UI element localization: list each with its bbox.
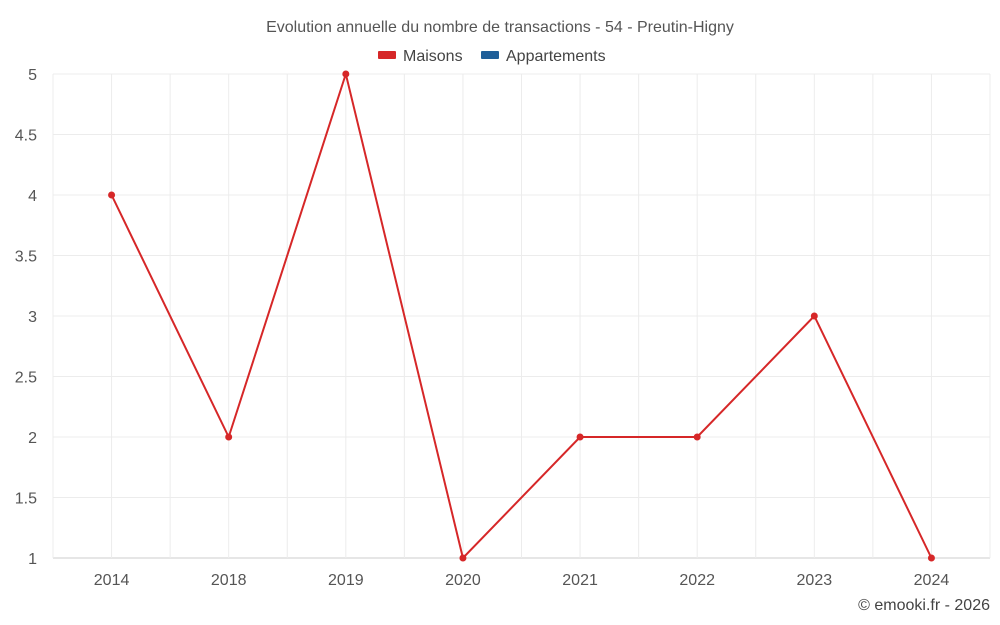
legend-item-maisons[interactable]: Maisons xyxy=(378,48,463,65)
legend-swatch-appartements xyxy=(481,51,499,59)
legend-item-appartements[interactable]: Appartements xyxy=(481,48,606,65)
y-tick-label: 1.5 xyxy=(15,491,37,508)
credit-text: © emooki.fr - 2026 xyxy=(858,597,990,614)
y-tick-label: 3.5 xyxy=(15,249,37,266)
legend-swatch-maisons xyxy=(378,51,396,59)
y-tick-label: 1 xyxy=(28,551,37,568)
x-tick-label: 2014 xyxy=(94,572,130,589)
y-tick-label: 5 xyxy=(28,67,37,84)
x-axis: 2014 2018 2019 2020 2021 2022 2023 2024 xyxy=(94,572,950,589)
x-tick-label: 2020 xyxy=(445,572,481,589)
data-point[interactable] xyxy=(693,433,701,441)
y-tick-label: 2.5 xyxy=(15,370,37,387)
x-tick-label: 2019 xyxy=(328,572,364,589)
series-layer xyxy=(108,70,935,562)
data-point[interactable] xyxy=(108,191,116,199)
x-tick-label: 2023 xyxy=(797,572,833,589)
chart-title: Evolution annuelle du nombre de transact… xyxy=(266,19,734,36)
data-point[interactable] xyxy=(927,554,935,562)
x-tick-label: 2018 xyxy=(211,572,247,589)
data-point[interactable] xyxy=(576,433,584,441)
data-point[interactable] xyxy=(342,70,350,78)
y-tick-label: 4 xyxy=(28,188,37,205)
y-tick-label: 3 xyxy=(28,309,37,326)
y-axis: 1 1.5 2 2.5 3 3.5 4 4.5 5 xyxy=(15,67,37,568)
legend-label-appartements: Appartements xyxy=(506,48,606,65)
x-tick-label: 2021 xyxy=(562,572,598,589)
legend-label-maisons: Maisons xyxy=(403,48,463,65)
y-tick-label: 2 xyxy=(28,430,37,447)
y-tick-label: 4.5 xyxy=(15,128,37,145)
grid xyxy=(52,73,991,559)
data-point[interactable] xyxy=(225,433,233,441)
data-point[interactable] xyxy=(459,554,467,562)
x-tick-label: 2022 xyxy=(679,572,715,589)
x-tick-label: 2024 xyxy=(914,572,950,589)
data-point[interactable] xyxy=(810,312,818,320)
legend: Maisons Appartements xyxy=(378,48,606,65)
series-line-maisons xyxy=(110,70,933,561)
